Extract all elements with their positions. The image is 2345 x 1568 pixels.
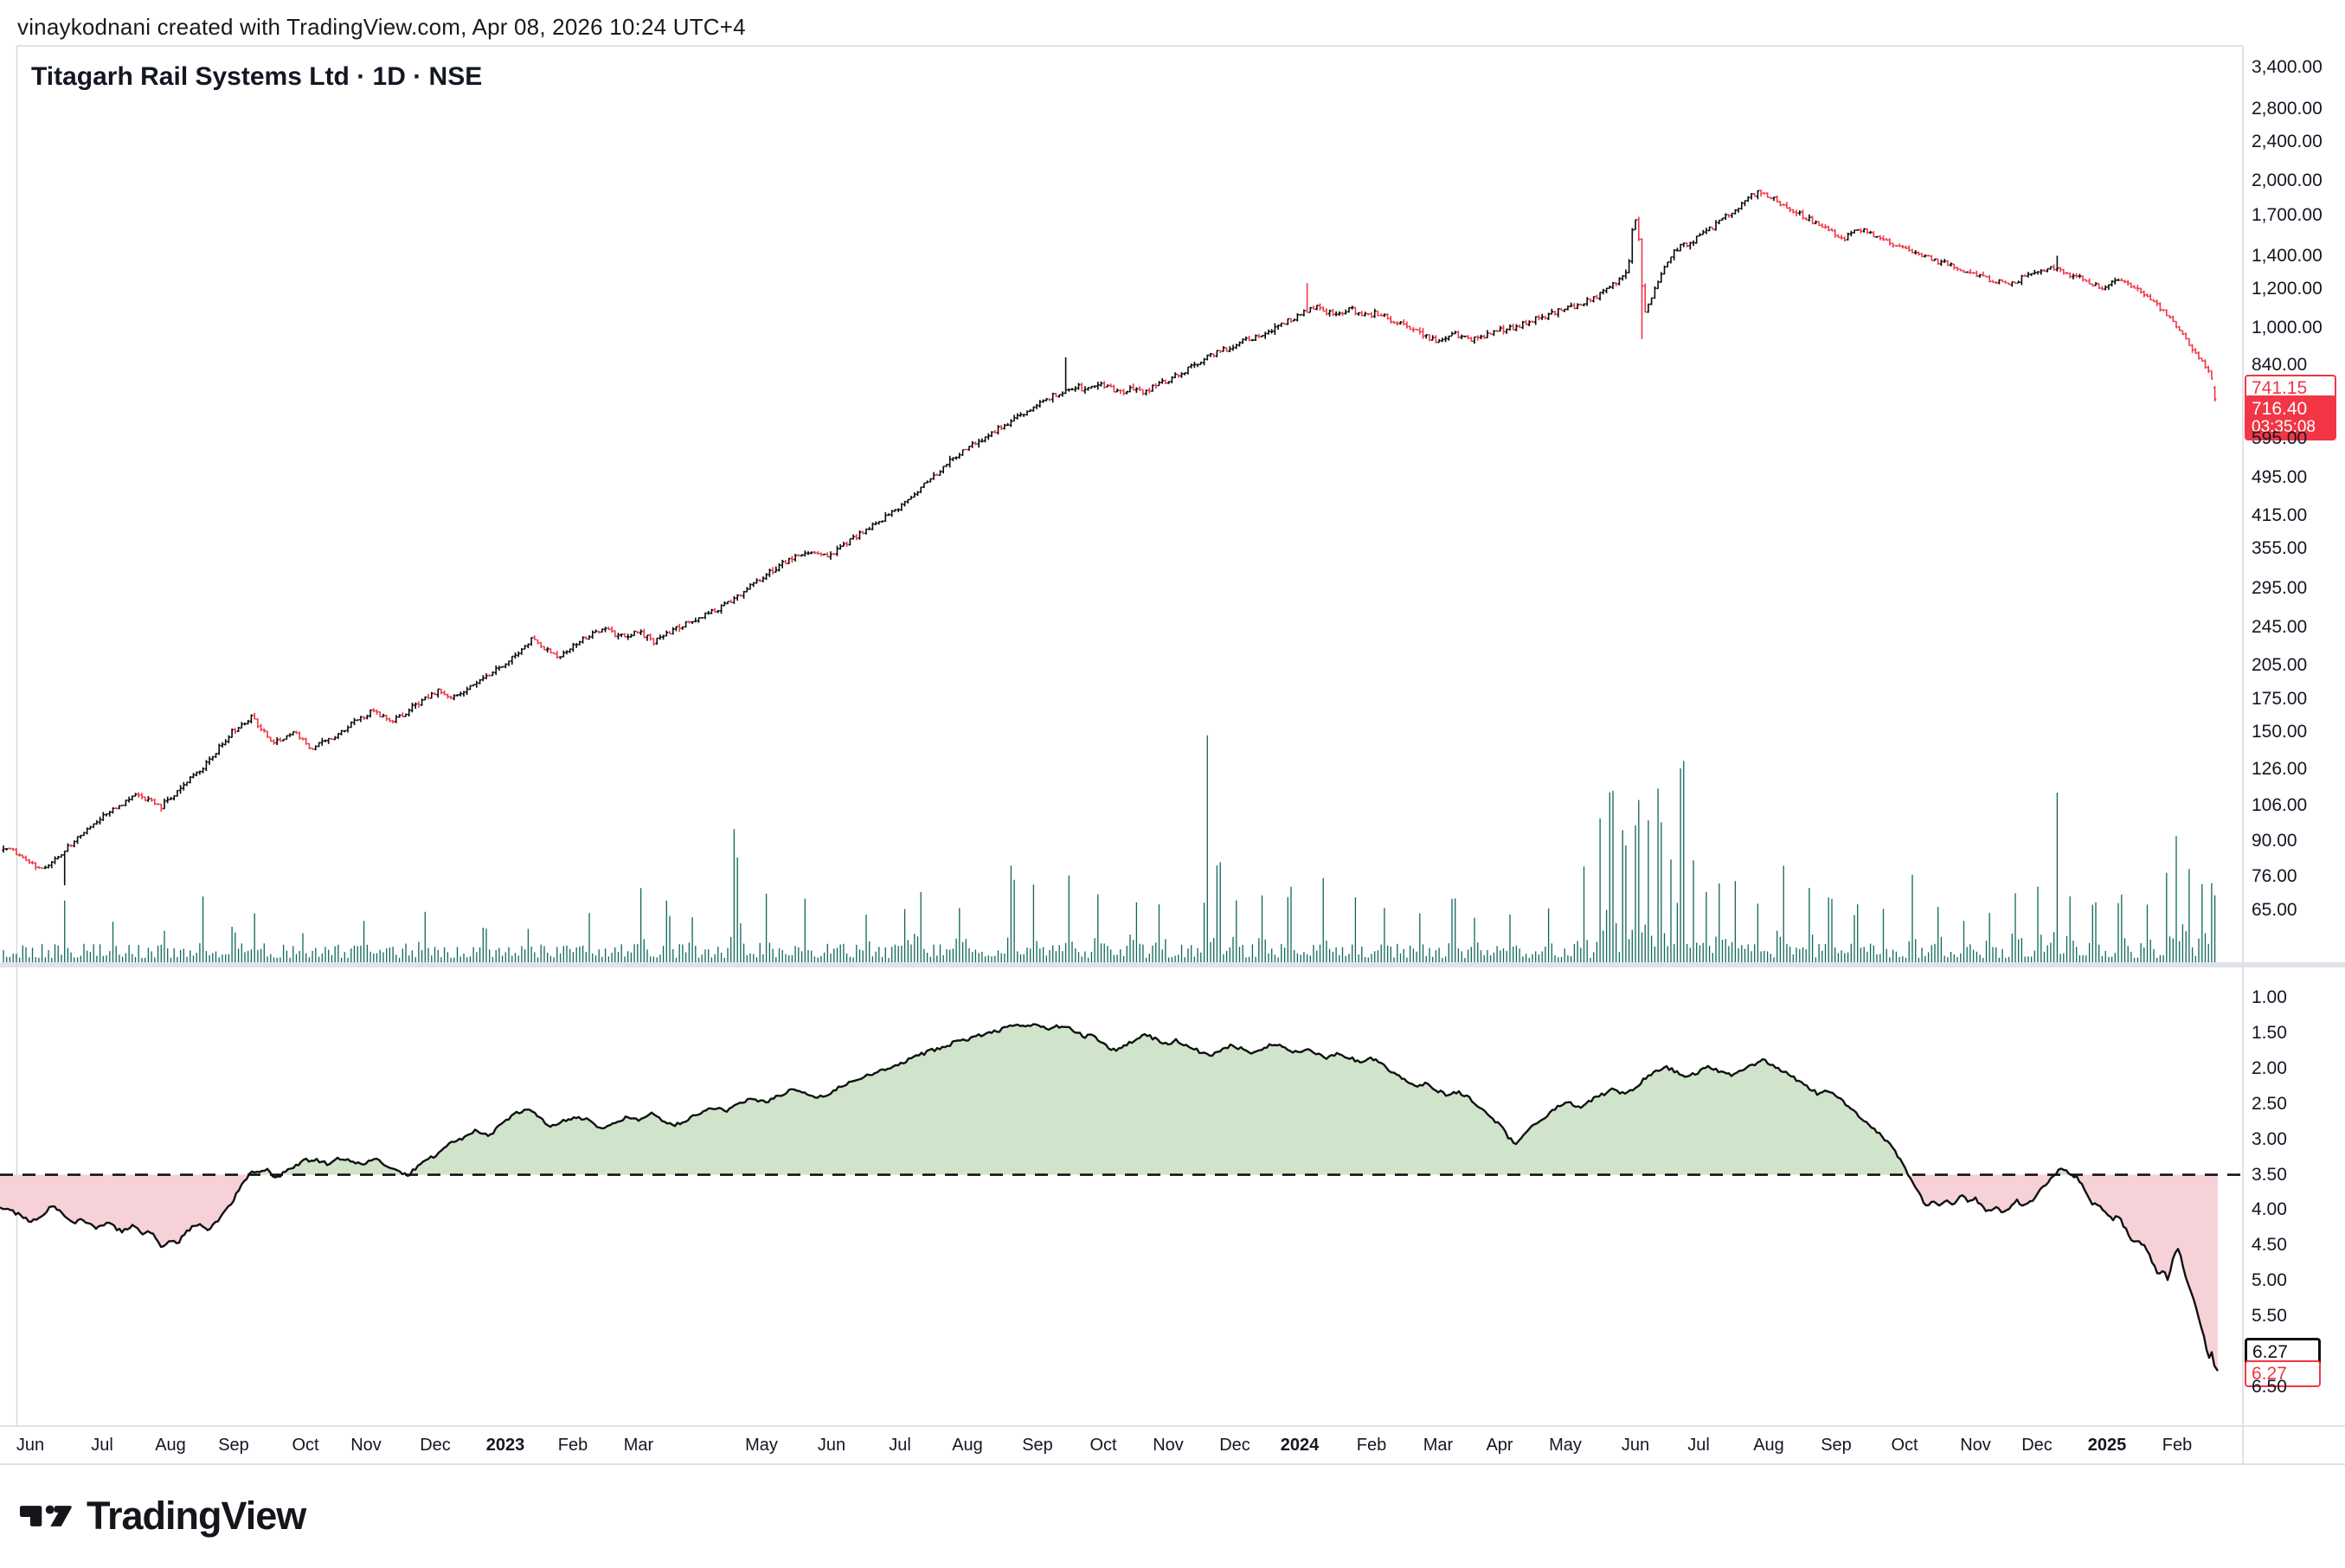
time-axis-month-label: Dec bbox=[420, 1436, 451, 1455]
indicator-axis-tick: 3.50 bbox=[2252, 1164, 2287, 1185]
tradingview-logo[interactable]: TradingView bbox=[19, 1492, 306, 1540]
price-axis-tick: 415.00 bbox=[2252, 504, 2308, 525]
last-price-label: 716.40 03:35:08 bbox=[2245, 395, 2336, 440]
time-axis-month-label: Nov bbox=[1153, 1436, 1184, 1455]
time-axis-month-label: May bbox=[745, 1436, 778, 1455]
tradingview-logo-icon bbox=[19, 1505, 72, 1526]
time-axis-month-label: Apr bbox=[1486, 1436, 1513, 1455]
time-axis-month-label: Dec bbox=[2021, 1436, 2053, 1455]
price-axis-tick: 295.00 bbox=[2252, 577, 2308, 598]
tradingview-wordmark: TradingView bbox=[87, 1494, 306, 1538]
time-axis-month-label: Sep bbox=[218, 1436, 249, 1455]
time-axis-month-label: Mar bbox=[623, 1436, 654, 1455]
price-axis-tick: 355.00 bbox=[2252, 537, 2308, 558]
indicator-axis-tick: 1.50 bbox=[2252, 1022, 2287, 1043]
time-axis-month-label: Oct bbox=[1089, 1436, 1117, 1455]
time-axis-month-label: Jun bbox=[817, 1436, 846, 1455]
price-axis-tick: 840.00 bbox=[2252, 355, 2308, 376]
indicator-axis-tick: 5.00 bbox=[2252, 1270, 2287, 1291]
price-axis-tick: 106.00 bbox=[2252, 795, 2308, 816]
price-axis-tick: 595.00 bbox=[2252, 427, 2308, 448]
time-axis-month-label: Sep bbox=[1821, 1436, 1852, 1455]
time-axis-month-label: Aug bbox=[1753, 1436, 1784, 1455]
attribution-text: vinaykodnani created with TradingView.co… bbox=[17, 14, 746, 40]
time-axis-month-label: Jul bbox=[889, 1436, 911, 1455]
indicator-axis-tick: 2.50 bbox=[2252, 1093, 2287, 1114]
indicator-axis-tick: 2.00 bbox=[2252, 1057, 2287, 1078]
time-axis-month-label: Jun bbox=[16, 1436, 45, 1455]
indicator-axis-tick: 4.00 bbox=[2252, 1199, 2287, 1220]
price-axis-tick: 150.00 bbox=[2252, 721, 2308, 742]
indicator-signal-value-label: 6.27 bbox=[2245, 1360, 2321, 1388]
bar-countdown: 03:35:08 bbox=[2252, 418, 2316, 437]
indicator-axis-tick: 5.50 bbox=[2252, 1306, 2287, 1327]
time-axis-month-label: Jul bbox=[91, 1436, 113, 1455]
price-axis-tick: 1,400.00 bbox=[2252, 246, 2323, 267]
price-axis-tick: 126.00 bbox=[2252, 758, 2308, 779]
time-axis-month-label: Aug bbox=[155, 1436, 186, 1455]
price-axis-tick: 3,400.00 bbox=[2252, 57, 2323, 78]
price-axis-tick: 175.00 bbox=[2252, 688, 2308, 709]
time-axis-month-label: Feb bbox=[1356, 1436, 1387, 1455]
time-axis-month-label: Aug bbox=[952, 1436, 983, 1455]
time-axis-month-label: Jun bbox=[1621, 1436, 1650, 1455]
price-axis-tick: 1,000.00 bbox=[2252, 318, 2323, 338]
symbol-title[interactable]: Titagarh Rail Systems Ltd · 1D · NSE bbox=[31, 62, 483, 91]
time-axis-month-label: Oct bbox=[292, 1436, 319, 1455]
indicator-axis-tick: 4.50 bbox=[2252, 1235, 2287, 1256]
indicator-axis-tick: 3.00 bbox=[2252, 1128, 2287, 1149]
time-axis-month-label: Nov bbox=[350, 1436, 382, 1455]
time-axis-month-label: Dec bbox=[1219, 1436, 1250, 1455]
price-axis-tick: 245.00 bbox=[2252, 617, 2308, 638]
price-axis-tick: 65.00 bbox=[2252, 899, 2297, 920]
price-axis-tick: 2,400.00 bbox=[2252, 131, 2323, 151]
last-price-value: 716.40 bbox=[2252, 399, 2308, 419]
time-axis-month-label: Jul bbox=[1687, 1436, 1710, 1455]
time-axis-month-label: Feb bbox=[2162, 1436, 2193, 1455]
time-axis-month-label: Sep bbox=[1022, 1436, 1053, 1455]
time-axis-month-label: Mar bbox=[1423, 1436, 1454, 1455]
time-axis-year-label: 2025 bbox=[2087, 1436, 2127, 1455]
price-axis-tick: 90.00 bbox=[2252, 830, 2297, 851]
price-axis-tick: 495.00 bbox=[2252, 467, 2308, 488]
indicator-axis-tick: 6.50 bbox=[2252, 1377, 2287, 1397]
price-axis-tick: 1,700.00 bbox=[2252, 204, 2323, 225]
time-axis-year-label: 2023 bbox=[485, 1436, 525, 1455]
price-axis-tick: 1,200.00 bbox=[2252, 279, 2323, 299]
price-axis-tick: 76.00 bbox=[2252, 866, 2297, 887]
price-axis-tick: 205.00 bbox=[2252, 655, 2308, 676]
price-axis-tick: 2,800.00 bbox=[2252, 98, 2323, 119]
time-axis-month-label: Nov bbox=[1960, 1436, 1991, 1455]
time-axis-year-label: 2024 bbox=[1280, 1436, 1320, 1455]
indicator-axis-tick: 1.00 bbox=[2252, 987, 2287, 1007]
price-axis-tick: 2,000.00 bbox=[2252, 170, 2323, 190]
time-axis-month-label: May bbox=[1549, 1436, 1582, 1455]
time-axis-month-label: Oct bbox=[1891, 1436, 1918, 1455]
time-axis-month-label: Feb bbox=[557, 1436, 588, 1455]
